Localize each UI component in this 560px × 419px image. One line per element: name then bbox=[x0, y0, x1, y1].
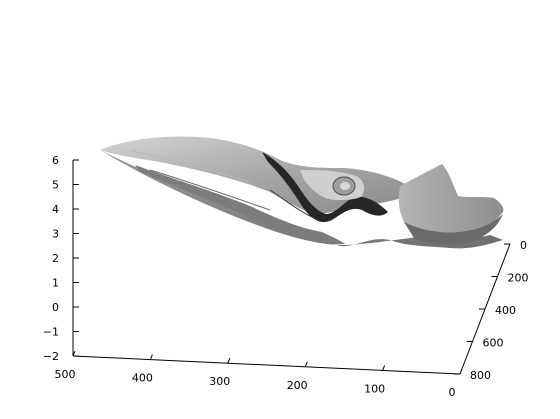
z-tick-label: 3 bbox=[52, 228, 59, 241]
y-tick-label: 200 bbox=[508, 272, 529, 285]
z-tick-label: 1 bbox=[52, 277, 59, 290]
x-tick bbox=[149, 354, 153, 360]
y-tick-label: 600 bbox=[483, 337, 504, 350]
z-tick-label: 4 bbox=[52, 203, 59, 216]
x-tick-label: 300 bbox=[209, 375, 230, 388]
y-tick-label: 800 bbox=[470, 369, 491, 382]
y-tick-label: 400 bbox=[495, 304, 516, 317]
x-tick bbox=[72, 350, 76, 357]
z-tick-label: 6 bbox=[52, 154, 59, 167]
x-tick bbox=[227, 358, 231, 364]
y-tick-label: 0 bbox=[520, 239, 527, 252]
x-tick bbox=[304, 361, 308, 367]
surface-right-fin bbox=[398, 164, 504, 238]
z-axis-ticks: 6 5 4 3 2 1 0 −1 −2 bbox=[43, 154, 79, 363]
surface-shade-stroke bbox=[129, 149, 251, 183]
surface-dark-band bbox=[262, 152, 388, 223]
x-tick-label: 200 bbox=[287, 379, 308, 392]
surface-shade-stroke bbox=[149, 169, 271, 211]
x-axis-line bbox=[72, 355, 461, 375]
y-axis-ticks: 0 200 400 600 800 bbox=[454, 239, 529, 382]
z-tick-label: 5 bbox=[52, 179, 59, 192]
surface-front-flap bbox=[135, 165, 345, 245]
z-tick-label: 2 bbox=[52, 252, 59, 265]
x-tick-label: 500 bbox=[55, 368, 76, 381]
x-axis-ticks: 500 400 300 200 100 0 bbox=[55, 350, 463, 399]
surface-blob-inner bbox=[340, 182, 350, 190]
x-tick bbox=[459, 368, 463, 375]
x-tick-label: 0 bbox=[449, 386, 456, 399]
x-tick-label: 100 bbox=[364, 382, 385, 395]
surface-right-shadow bbox=[404, 214, 503, 245]
x-tick-label: 400 bbox=[132, 372, 153, 385]
surface-shade-stroke bbox=[269, 189, 319, 221]
z-tick-label: 0 bbox=[52, 301, 59, 314]
x-tick bbox=[382, 365, 386, 371]
z-tick-label: −1 bbox=[43, 326, 59, 339]
z-tick-label: −2 bbox=[43, 350, 59, 363]
surface bbox=[100, 136, 504, 249]
